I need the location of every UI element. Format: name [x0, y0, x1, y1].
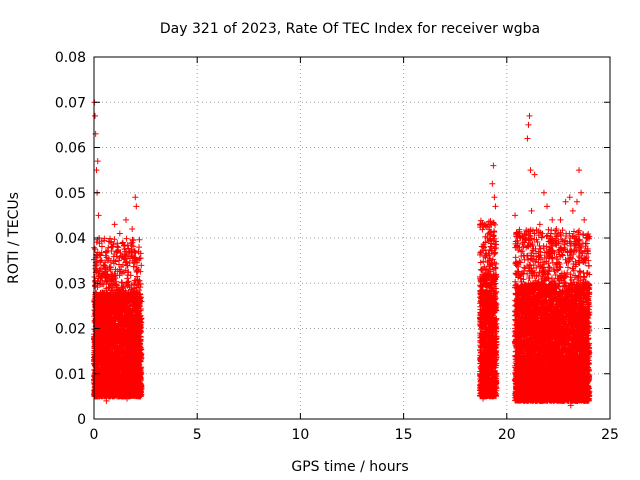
data-point: [124, 275, 131, 282]
data-point: [92, 246, 99, 253]
grid-lines: [94, 57, 610, 419]
data-point: [136, 236, 143, 243]
data-point: [123, 235, 130, 242]
data-points: [91, 99, 593, 409]
